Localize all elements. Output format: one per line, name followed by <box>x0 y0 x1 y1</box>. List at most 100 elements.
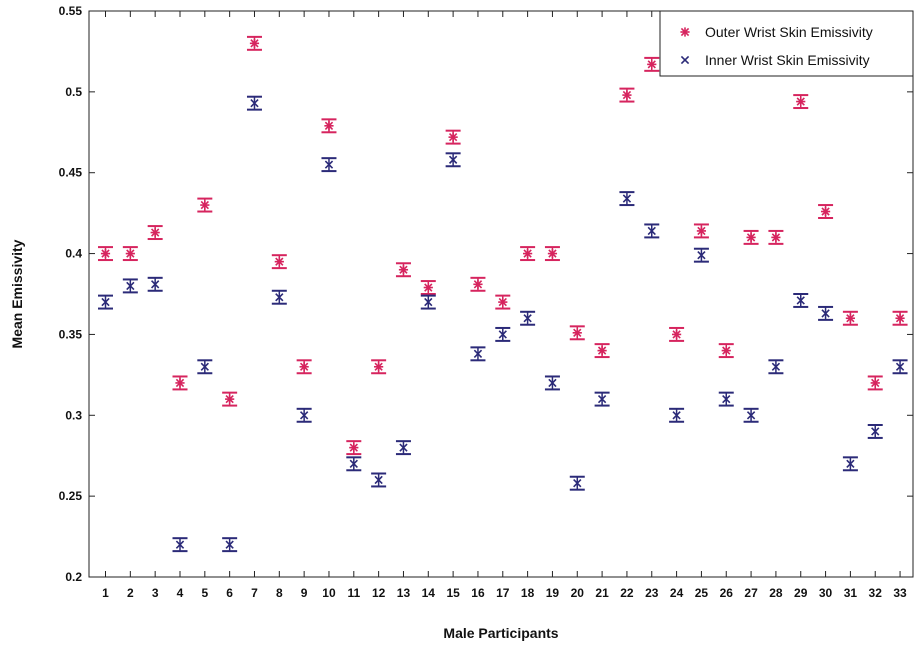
data-point <box>175 540 185 549</box>
data-point <box>821 309 830 318</box>
data-point-stroke <box>597 394 607 404</box>
x-tick-label: 14 <box>422 586 436 600</box>
data-point <box>547 248 558 259</box>
data-point-stroke <box>771 362 781 371</box>
data-point <box>796 96 806 107</box>
data-point <box>101 297 110 307</box>
data-point-stroke <box>498 330 507 339</box>
series-inner <box>98 95 908 553</box>
x-tick-label: 32 <box>869 586 883 600</box>
x-tick-label: 24 <box>670 586 684 600</box>
data-point <box>275 293 284 302</box>
data-point <box>423 282 433 293</box>
data-point <box>696 226 707 236</box>
legend-marker-inner <box>680 55 690 65</box>
x-tick-label: 20 <box>571 586 585 600</box>
y-tick-label: 0.35 <box>59 327 83 341</box>
data-point <box>597 346 607 356</box>
y-axis-ticks: 0.2 0.25 0.3 0.35 0.4 0.45 0.5 0.55 <box>59 4 913 584</box>
data-point-stroke <box>746 411 756 420</box>
data-point-stroke <box>573 479 582 488</box>
data-point <box>647 59 657 69</box>
data-point <box>746 232 756 242</box>
data-point-stroke <box>871 427 880 436</box>
data-point <box>398 265 409 275</box>
x-tick-label: 31 <box>844 586 858 600</box>
y-axis-title: Mean Emissivity <box>9 239 25 348</box>
x-axis-title: Male Participants <box>443 625 558 641</box>
x-tick-label: 6 <box>226 586 233 600</box>
data-point <box>150 227 160 238</box>
data-point <box>225 540 234 549</box>
x-tick-label: 28 <box>769 586 783 600</box>
data-point <box>846 459 855 468</box>
data-point <box>250 99 259 108</box>
data-point <box>820 206 831 217</box>
data-point <box>597 394 607 404</box>
x-tick-label: 12 <box>372 586 386 600</box>
data-point <box>374 362 384 372</box>
data-point <box>771 232 781 242</box>
data-point-stroke <box>126 281 135 291</box>
data-point <box>721 346 731 356</box>
data-point <box>647 226 656 236</box>
legend-label-outer: Outer Wrist Skin Emissivity <box>705 24 873 40</box>
data-point <box>324 121 334 131</box>
x-tick-label: 22 <box>620 586 634 600</box>
data-point-stroke <box>175 540 185 549</box>
data-point <box>249 38 260 48</box>
data-point <box>200 362 209 371</box>
data-point <box>622 194 632 203</box>
data-point-stroke <box>101 297 110 307</box>
x-tick-label: 7 <box>251 586 258 600</box>
data-point <box>448 132 458 142</box>
x-tick-label: 15 <box>446 586 460 600</box>
data-marks <box>98 35 908 553</box>
data-point <box>671 329 682 340</box>
data-point <box>771 362 781 371</box>
data-point <box>697 251 706 260</box>
data-point <box>895 313 905 323</box>
x-tick-label: 2 <box>127 586 134 600</box>
data-point-stroke <box>349 459 358 468</box>
x-tick-label: 29 <box>794 586 808 600</box>
data-point-stroke <box>622 194 632 203</box>
data-point-stroke <box>324 160 334 169</box>
legend-marker-glyph-stroke <box>680 55 690 65</box>
data-point <box>746 411 756 420</box>
data-point-stroke <box>448 155 458 164</box>
x-tick-label: 25 <box>695 586 709 600</box>
y-tick-label: 0.55 <box>59 4 83 18</box>
data-point-stroke <box>473 349 483 358</box>
y-tick-label: 0.3 <box>65 408 82 422</box>
x-tick-label: 19 <box>546 586 560 600</box>
data-point-stroke <box>225 540 234 549</box>
x-tick-label: 1 <box>102 586 109 600</box>
data-point-stroke <box>299 411 309 420</box>
data-point-stroke <box>722 394 731 404</box>
x-tick-label: 8 <box>276 586 283 600</box>
data-point-stroke <box>895 362 905 371</box>
data-point <box>175 378 185 388</box>
x-tick-label: 13 <box>397 586 411 600</box>
y-tick-label: 0.2 <box>65 570 82 584</box>
data-point <box>498 330 507 339</box>
data-point-stroke <box>399 443 408 452</box>
x-axis-ticks: 1 2 3 4 5 6 7 8 9 10 11 12 13 14 15 16 17 18 19 20 21 22 23 24 2… <box>102 11 907 600</box>
data-point-stroke <box>250 99 259 108</box>
data-point <box>796 296 805 305</box>
data-point <box>126 281 135 291</box>
data-point <box>871 427 880 436</box>
data-point <box>870 378 880 388</box>
x-tick-label: 5 <box>201 586 208 600</box>
legend-label-inner: Inner Wrist Skin Emissivity <box>705 52 870 68</box>
data-point-stroke <box>275 293 284 302</box>
y-tick-label: 0.5 <box>65 85 82 99</box>
x-tick-label: 10 <box>322 586 336 600</box>
y-tick-label: 0.4 <box>65 247 82 261</box>
data-point-stroke <box>548 378 557 388</box>
data-point <box>349 459 358 468</box>
data-point <box>100 248 111 259</box>
data-point-stroke <box>821 309 830 318</box>
x-tick-label: 3 <box>152 586 159 600</box>
